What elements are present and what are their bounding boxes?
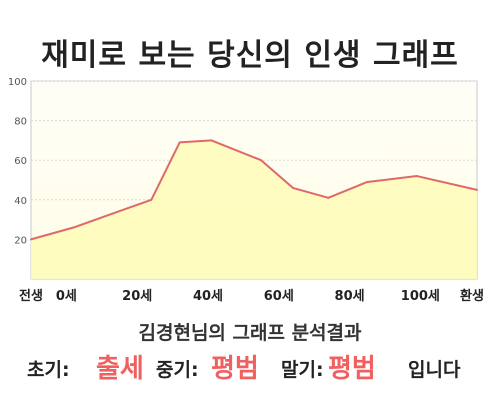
x-tick-label: 60세: [264, 289, 294, 304]
data-point: [327, 196, 330, 199]
analysis-subtitle: 김경현님의 그래프 분석결과: [138, 322, 362, 344]
y-tick-label: 60: [14, 156, 27, 167]
x-tick-label: 40세: [193, 289, 223, 304]
x-tick-label: 100세: [401, 289, 440, 304]
x-tick-label: 환생: [460, 288, 484, 304]
late-label: 말기:: [281, 359, 324, 381]
x-tick-label: 전생: [19, 288, 43, 304]
data-point: [415, 175, 418, 178]
y-tick-label: 40: [14, 196, 27, 207]
x-axis: 전생 0세 20세 40세 60세 80세 100세 환생: [19, 288, 484, 304]
data-point: [210, 139, 213, 142]
ending-text: 입니다: [408, 359, 461, 381]
data-point: [476, 188, 478, 191]
data-point: [291, 186, 294, 189]
analysis-result: 초기: 출세 중기: 평범 말기: 평범 입니다: [0, 347, 500, 384]
late-value: 평범: [328, 354, 376, 384]
y-tick-label: 100: [8, 77, 27, 88]
mid-value: 평범: [211, 354, 259, 384]
data-point: [260, 159, 263, 162]
data-point: [72, 226, 75, 229]
data-point: [366, 180, 369, 183]
area-fill: [31, 140, 477, 279]
early-label: 초기:: [27, 359, 70, 381]
early-value: 출세: [96, 354, 144, 384]
y-tick-label: 20: [14, 235, 27, 246]
y-tick-label: 80: [14, 117, 27, 128]
data-point: [150, 198, 153, 201]
chart-title: 재미로 보는 당신의 인생 그래프: [41, 38, 459, 73]
data-point: [178, 141, 181, 144]
area-series: [30, 139, 478, 279]
data-point: [30, 238, 32, 241]
x-tick-label: 20세: [122, 289, 152, 304]
x-tick-label: 80세: [335, 289, 365, 304]
x-tick-label: 0세: [56, 289, 77, 304]
y-axis: 20 40 60 80 100: [8, 77, 27, 246]
mid-label: 중기:: [156, 359, 199, 381]
